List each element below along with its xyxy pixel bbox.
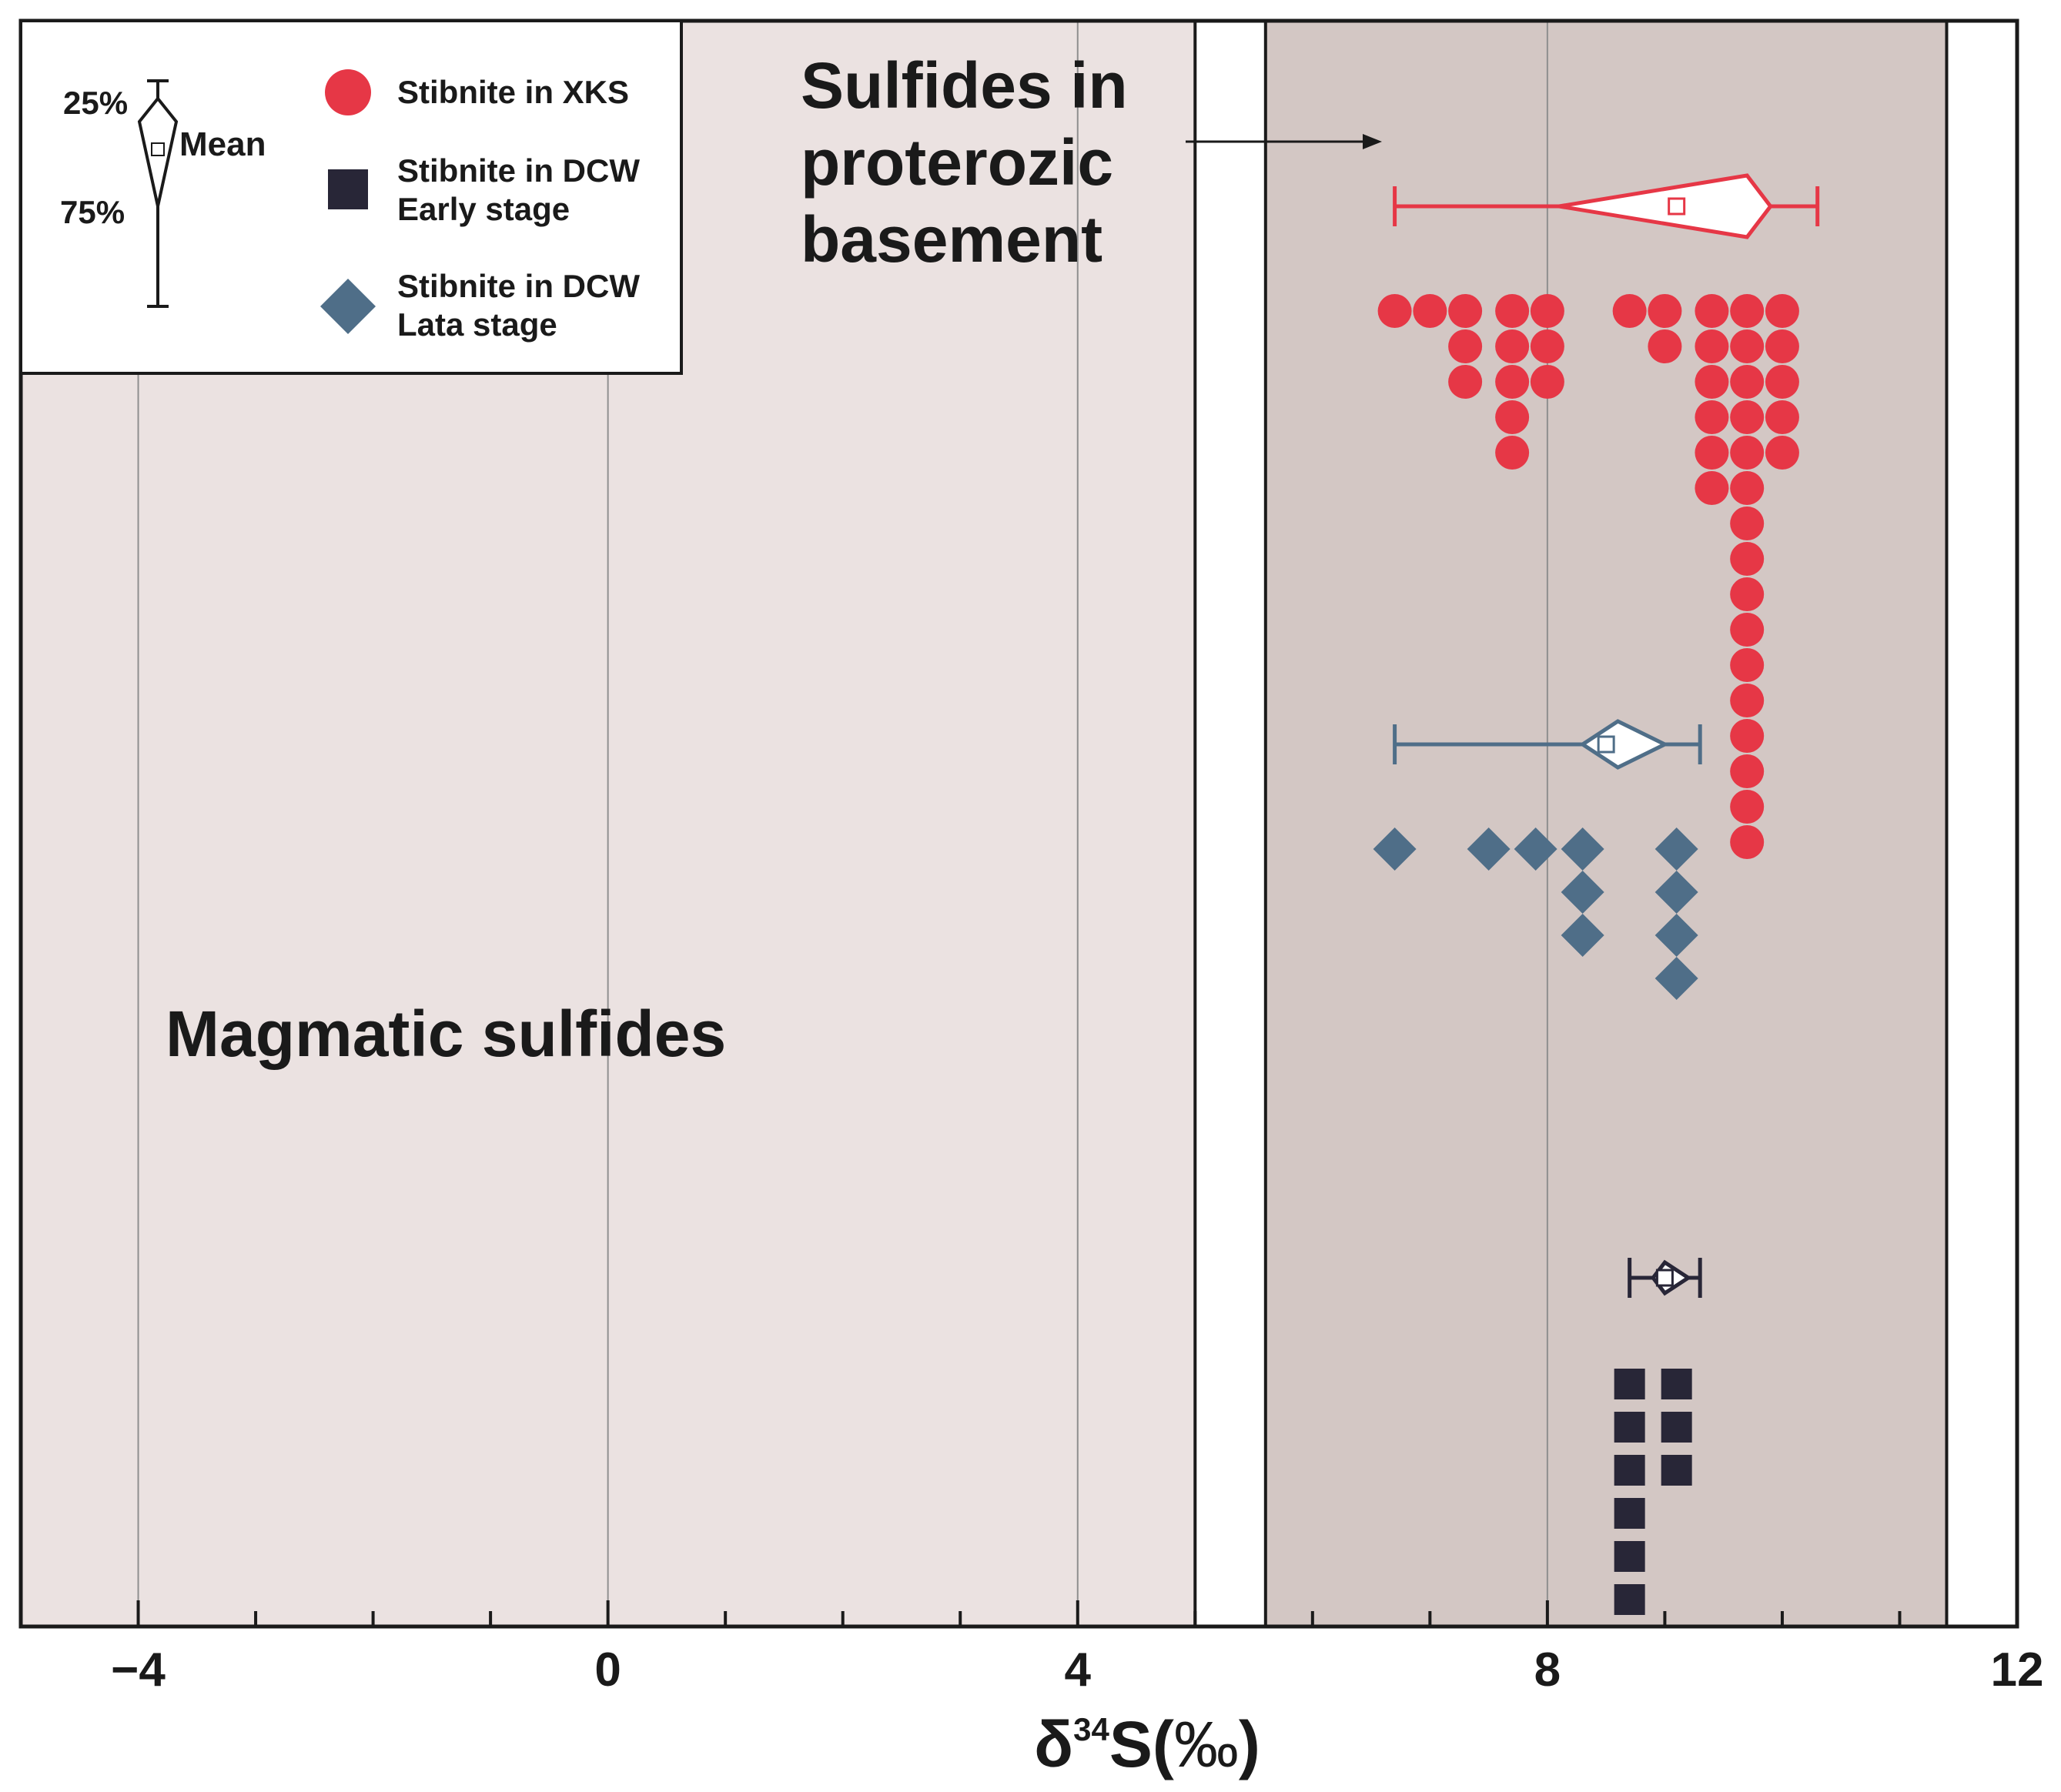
series-0-violin <box>1558 173 1773 239</box>
legend-key-mean <box>151 142 165 156</box>
data-point-series-0 <box>1648 329 1682 363</box>
legend-key-mean-label: Mean <box>179 125 266 163</box>
data-point-series-0 <box>1695 471 1729 505</box>
data-point-series-0 <box>1730 613 1765 647</box>
data-point-series-0 <box>1730 329 1765 363</box>
data-point-series-0 <box>1765 294 1799 328</box>
data-point-series-2 <box>1661 1412 1692 1443</box>
legend-label-early-1: Stibnite in DCW <box>397 152 640 189</box>
data-point-series-0 <box>1448 329 1483 363</box>
annotation-line-3: basement <box>801 203 1102 276</box>
data-point-series-0 <box>1448 294 1483 328</box>
data-point-series-2 <box>1614 1498 1645 1529</box>
data-point-series-0 <box>1530 365 1564 399</box>
data-point-series-0 <box>1765 365 1799 399</box>
data-point-series-1 <box>1561 914 1604 957</box>
series-2-mean <box>1655 1269 1674 1287</box>
data-point-series-0 <box>1730 719 1765 753</box>
legend-marker-square <box>328 169 368 209</box>
data-point-series-0 <box>1413 294 1447 328</box>
legend-label-early-2: Early stage <box>397 191 570 227</box>
data-point-series-0 <box>1730 365 1765 399</box>
data-point-series-0 <box>1765 329 1799 363</box>
data-point-series-2 <box>1614 1369 1645 1399</box>
region-1 <box>1263 19 1949 1628</box>
data-point-series-0 <box>1695 365 1729 399</box>
data-point-series-1 <box>1654 914 1698 957</box>
data-point-series-0 <box>1730 648 1765 682</box>
x-tick-label: 4 <box>1065 1643 1092 1697</box>
data-point-series-1 <box>1373 827 1417 871</box>
legend-key-75-label: 75% <box>60 194 125 230</box>
series-0-mean <box>1668 197 1686 216</box>
x-tick-label: 8 <box>1534 1643 1561 1697</box>
data-point-series-1 <box>1654 957 1698 1000</box>
data-point-series-0 <box>1448 365 1483 399</box>
series-1-mean <box>1597 735 1615 754</box>
data-point-series-0 <box>1695 294 1729 328</box>
x-tick-label: 12 <box>1991 1643 2044 1697</box>
data-point-series-0 <box>1730 400 1765 434</box>
legend-marker-diamond <box>320 279 376 334</box>
data-point-series-1 <box>1514 827 1557 871</box>
data-point-series-2 <box>1661 1369 1692 1399</box>
x-tick-label: −4 <box>111 1643 166 1697</box>
data-point-series-2 <box>1614 1541 1645 1572</box>
data-point-series-0 <box>1765 400 1799 434</box>
data-point-series-0 <box>1730 507 1765 540</box>
legend-label-lata-2: Lata stage <box>397 306 557 343</box>
data-point-series-0 <box>1695 436 1729 470</box>
data-point-series-0 <box>1377 294 1412 328</box>
x-axis-label: δ34S(‰) <box>1034 1708 1260 1780</box>
data-point-series-0 <box>1695 400 1729 434</box>
x-tick-label: 0 <box>594 1643 621 1697</box>
annotation-arrow-head <box>1363 134 1382 149</box>
data-point-series-0 <box>1730 684 1765 717</box>
legend-marker-circle <box>325 69 371 115</box>
data-point-series-0 <box>1730 790 1765 824</box>
legend-key-25-label: 25% <box>63 85 128 121</box>
series-1-violin <box>1579 719 1670 770</box>
data-point-series-1 <box>1654 827 1698 871</box>
data-point-series-0 <box>1730 825 1765 859</box>
plot-frame <box>18 18 2019 1629</box>
legend-label-xks: Stibnite in XKS <box>397 74 629 110</box>
data-point-series-2 <box>1614 1412 1645 1443</box>
data-point-series-0 <box>1495 436 1530 470</box>
data-point-series-0 <box>1730 542 1765 576</box>
data-point-series-2 <box>1661 1455 1692 1486</box>
data-point-series-0 <box>1612 294 1647 328</box>
data-point-series-2 <box>1614 1455 1645 1486</box>
data-point-series-0 <box>1730 436 1765 470</box>
data-point-series-0 <box>1495 365 1530 399</box>
data-point-series-1 <box>1561 871 1604 914</box>
data-point-series-0 <box>1730 754 1765 788</box>
data-point-series-2 <box>1614 1584 1645 1615</box>
data-point-series-0 <box>1648 294 1682 328</box>
data-point-series-0 <box>1730 577 1765 611</box>
annotation-line-1: Sulfides in <box>801 49 1128 122</box>
data-point-series-0 <box>1530 294 1564 328</box>
data-point-series-1 <box>1467 827 1511 871</box>
data-point-series-0 <box>1495 294 1530 328</box>
region-label-magmatic: Magmatic sulfides <box>166 998 726 1070</box>
data-point-series-0 <box>1695 329 1729 363</box>
data-point-series-0 <box>1765 436 1799 470</box>
data-point-series-1 <box>1561 827 1604 871</box>
data-point-series-0 <box>1495 400 1530 434</box>
data-point-series-1 <box>1654 871 1698 914</box>
annotation-line-2: proterozic <box>801 126 1113 199</box>
legend-label-lata-1: Stibnite in DCW <box>397 268 640 304</box>
data-point-series-0 <box>1730 471 1765 505</box>
data-point-series-0 <box>1495 329 1530 363</box>
data-point-series-0 <box>1530 329 1564 363</box>
data-point-series-0 <box>1730 294 1765 328</box>
